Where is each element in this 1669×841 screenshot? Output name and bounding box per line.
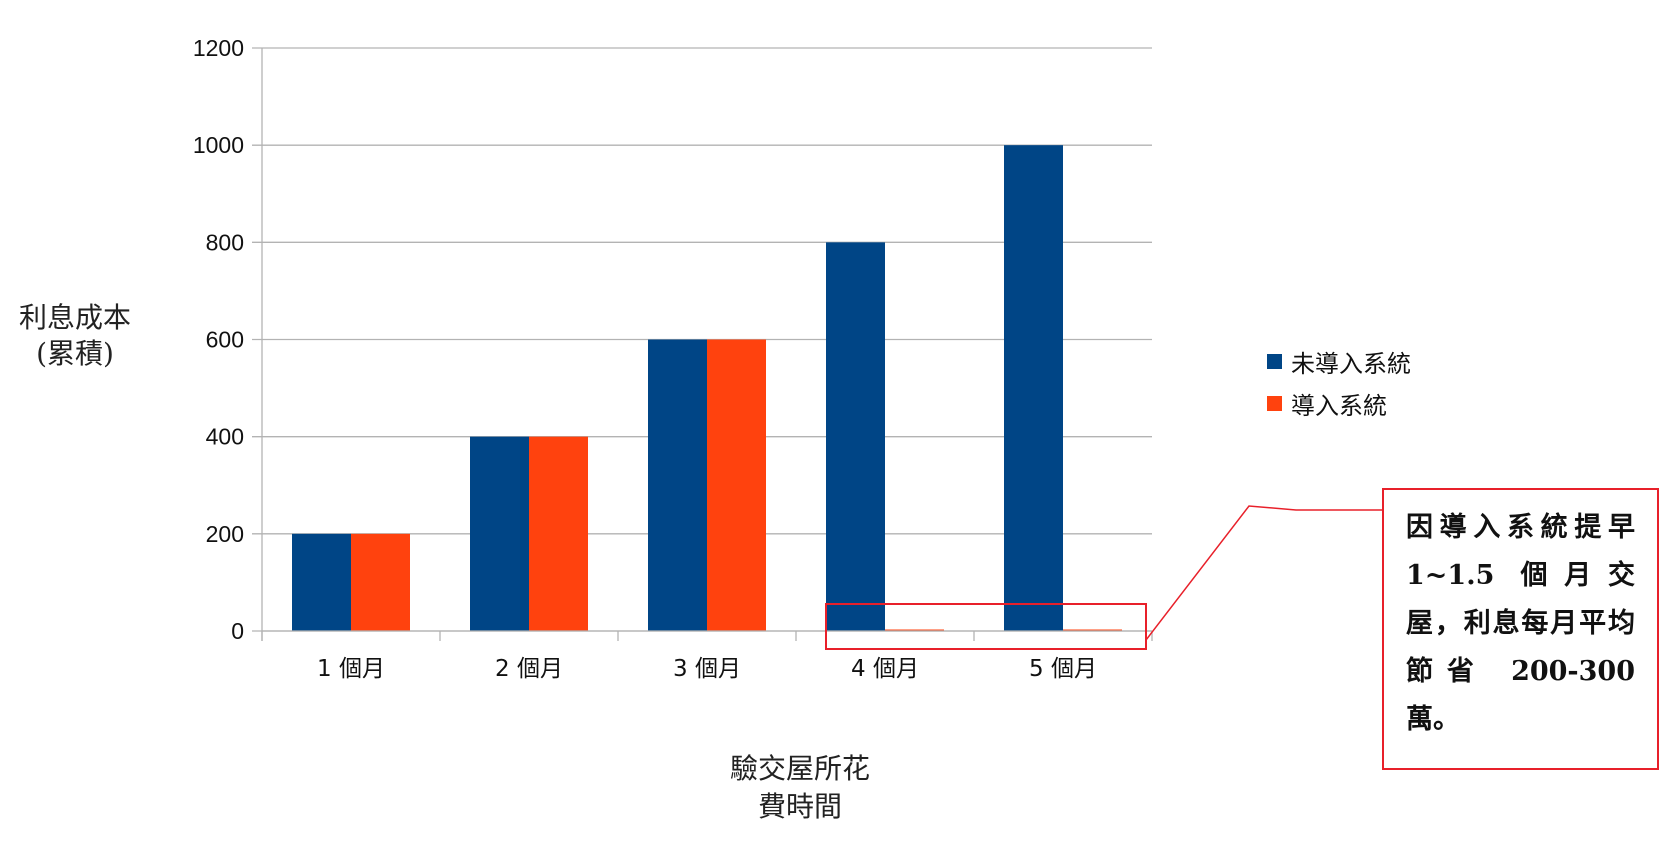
bar-series-2-cat-5 — [1063, 629, 1122, 631]
legend: 未導入系統 導入系統 — [1267, 340, 1411, 424]
x-axis-label-line-2: 費時間 — [757, 790, 842, 823]
bar-series-1-cat-4 — [826, 242, 885, 632]
x-tick-labels: 1 個月 2 個月 3 個月 4 個月 5 個月 — [317, 656, 1097, 682]
legend-label-series-1: 未導入系統 — [1291, 349, 1411, 378]
x-tick-label: 2 個月 — [495, 656, 563, 682]
x-tick-label: 5 個月 — [1029, 656, 1097, 682]
y-tick-label: 600 — [206, 327, 244, 353]
bars — [292, 145, 1122, 632]
legend-item-series-2: 導入系統 — [1267, 382, 1411, 424]
y-tick-labels: 0 200 400 600 800 1000 1200 — [193, 35, 244, 644]
x-tick-label: 1 個月 — [317, 656, 385, 682]
legend-item-series-1: 未導入系統 — [1267, 340, 1411, 382]
x-axis-label: 驗交屋所花 費時間 — [680, 750, 920, 826]
legend-swatch-series-1 — [1267, 353, 1282, 369]
legend-swatch-series-2 — [1267, 395, 1282, 411]
bar-series-2-cat-3 — [707, 339, 766, 631]
x-tick-label: 3 個月 — [673, 656, 741, 682]
x-axis-label-line-1: 驗交屋所花 — [729, 752, 870, 785]
bar-series-1-cat-3 — [648, 339, 707, 631]
annotation-callout: 因導入系統提早 1~1.5 個月交屋，利息每月平均節省 200-300 萬。 — [1382, 488, 1659, 770]
highlight-box — [825, 603, 1147, 650]
bar-series-2-cat-1 — [351, 533, 410, 631]
bar-series-2-cat-4 — [885, 629, 944, 631]
callout-connector — [1145, 505, 1382, 641]
y-axis-label: 利息成本 (累積) — [0, 300, 150, 372]
annotation-text: 因導入系統提早 1~1.5 個月交屋，利息每月平均節省 200-300 萬。 — [1406, 512, 1635, 735]
x-tick-label: 4 個月 — [851, 656, 919, 682]
bar-series-2-cat-2 — [529, 436, 588, 631]
legend-label-series-2: 導入系統 — [1291, 391, 1387, 420]
y-tick-label: 1000 — [193, 132, 244, 158]
y-axis-label-line-1: 利息成本 — [18, 301, 131, 334]
highlight-overlay — [825, 505, 1382, 650]
y-axis-label-line-2: (累積) — [36, 337, 114, 370]
y-tick-label: 1200 — [193, 35, 244, 61]
y-tick-label: 400 — [206, 424, 244, 450]
bar-series-1-cat-5 — [1004, 145, 1063, 631]
y-tick-label: 0 — [231, 618, 244, 644]
bar-series-1-cat-2 — [470, 436, 529, 631]
bar-series-1-cat-1 — [292, 533, 351, 631]
y-tick-label: 800 — [206, 229, 244, 255]
y-tick-label: 200 — [206, 521, 244, 547]
